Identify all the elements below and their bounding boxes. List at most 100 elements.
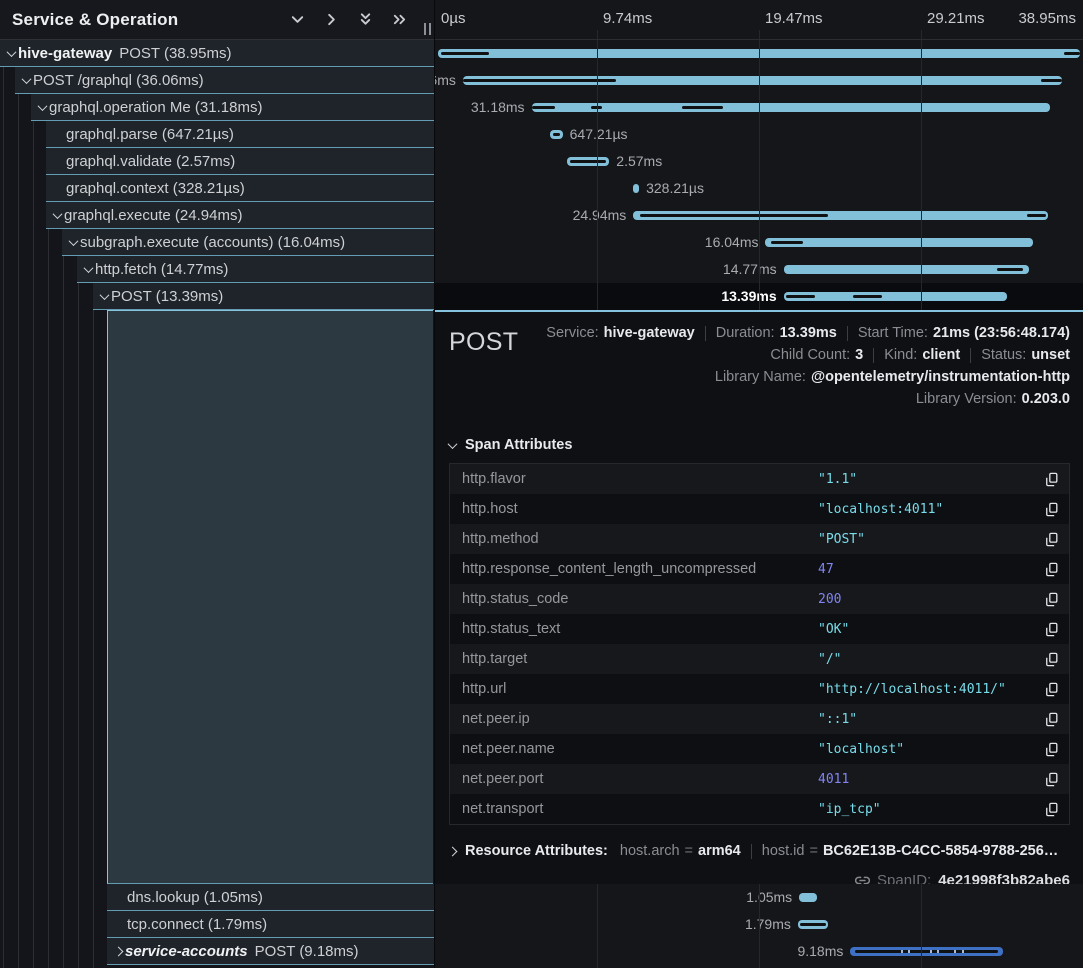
span-tree-row[interactable]: service-accounts POST (9.18ms): [107, 938, 434, 965]
chevron-down-icon[interactable]: [288, 11, 306, 29]
timeline-span-row[interactable]: 13.39ms: [435, 283, 1083, 310]
timeline-span-row[interactable]: 328.21µs: [435, 175, 1083, 202]
timeline-span-row[interactable]: 1.79ms: [435, 911, 1083, 938]
timeline-span-row[interactable]: 647.21µs: [435, 121, 1083, 148]
meta-label: Start Time:: [857, 325, 928, 341]
span-meta-item: Duration: 13.39ms: [716, 325, 837, 341]
copy-icon[interactable]: [1035, 802, 1069, 817]
panel-resize-handle[interactable]: [424, 23, 431, 35]
copy-icon[interactable]: [1035, 622, 1069, 637]
chevron-down-icon[interactable]: [36, 100, 49, 111]
span-tree-row[interactable]: graphql.context (328.21µs): [46, 175, 434, 202]
copy-icon[interactable]: [1035, 742, 1069, 757]
attribute-value: 4011: [818, 771, 850, 787]
meta-label: Duration:: [715, 325, 775, 341]
span-duration-bar[interactable]: [633, 184, 640, 193]
timeline-span-row[interactable]: 24.94ms: [435, 202, 1083, 229]
chevron-right-icon[interactable]: [322, 11, 340, 29]
span-tree-row[interactable]: graphql.execute (24.94ms): [46, 202, 434, 229]
resource-key: host.arch: [619, 843, 680, 859]
double-chevron-down-icon[interactable]: [356, 11, 374, 29]
resource-attributes-row[interactable]: Resource Attributes: host.arch = arm64 host…: [449, 840, 1070, 862]
panel-title: Service & Operation: [12, 9, 179, 29]
meta-divider: [846, 325, 848, 341]
span-tree-row[interactable]: hive-gateway POST (38.95ms): [0, 40, 434, 67]
timeline-span-row[interactable]: 31.18ms: [435, 94, 1083, 121]
span-tree-row[interactable]: graphql.validate (2.57ms): [46, 148, 434, 175]
span-duration-bar[interactable]: [797, 920, 828, 929]
chevron-down-icon[interactable]: [67, 235, 80, 246]
attribute-value: "POST": [818, 531, 865, 547]
span-duration-bar[interactable]: [437, 49, 1081, 58]
timeline-span-row[interactable]: [435, 40, 1083, 67]
chevron-down-icon[interactable]: [20, 73, 33, 84]
span-tree-row[interactable]: POST /graphql (36.06ms): [15, 67, 434, 94]
span-duration-bar[interactable]: [783, 292, 1007, 301]
span-tree-row[interactable]: graphql.operation Me (31.18ms): [31, 94, 434, 121]
attribute-row: http.method "POST": [450, 524, 1069, 554]
attribute-row: http.target "/": [450, 644, 1069, 674]
chevron-down-icon[interactable]: [82, 262, 95, 273]
span-name-label: dns.lookup (1.05ms): [127, 888, 263, 906]
span-duration-bar[interactable]: [765, 238, 1034, 247]
span-duration-bar[interactable]: [462, 76, 1062, 85]
span-tree-row[interactable]: http.fetch (14.77ms): [77, 256, 434, 283]
attribute-key: http.response_content_length_uncompresse…: [462, 561, 757, 577]
copy-icon[interactable]: [1035, 682, 1069, 697]
chevron-right-icon[interactable]: [112, 946, 125, 956]
span-name-label: POST (9.18ms): [254, 942, 359, 960]
link-icon[interactable]: [855, 873, 871, 885]
span-duration-bar[interactable]: [799, 893, 817, 902]
span-id-row: SpanID: 4e21998f3b82abe6: [449, 869, 1070, 884]
chevron-down-icon[interactable]: [51, 208, 64, 219]
span-tree-row[interactable]: subgraph.execute (accounts) (16.04ms): [62, 229, 434, 256]
span-duration-bar[interactable]: [783, 265, 1030, 274]
tree-toolbar: [288, 11, 434, 29]
span-duration-label: 1.79ms: [744, 916, 791, 932]
span-tree-row[interactable]: POST (13.39ms): [93, 283, 434, 310]
copy-icon[interactable]: [1035, 592, 1069, 607]
attribute-value: 47: [818, 561, 834, 577]
attribute-row: http.status_text "OK": [450, 614, 1069, 644]
timeline-span-row[interactable]: 14.77ms: [435, 256, 1083, 283]
timeline-span-row[interactable]: 1.05ms: [435, 884, 1083, 911]
span-tree-row[interactable]: tcp.connect (1.79ms): [107, 911, 434, 938]
timeline-span-row[interactable]: 36.06ms: [435, 67, 1083, 94]
span-duration-bar[interactable]: [566, 157, 610, 166]
chevron-down-icon[interactable]: [98, 289, 111, 300]
span-duration-label: 13.39ms: [721, 288, 777, 304]
timeline-span-row[interactable]: 16.04ms: [435, 229, 1083, 256]
span-duration-bar[interactable]: [550, 130, 563, 139]
span-tree-row[interactable]: graphql.parse (647.21µs): [46, 121, 434, 148]
double-chevron-right-icon[interactable]: [390, 11, 408, 29]
attribute-value: "::1": [818, 711, 858, 727]
span-name-label: http.fetch (14.77ms): [95, 260, 229, 278]
span-duration-bar[interactable]: [633, 211, 1048, 220]
span-meta-item: Library Name: @opentelemetry/instrumentat…: [715, 369, 1070, 385]
span-duration-bar[interactable]: [850, 947, 1003, 956]
span-tree-row[interactable]: dns.lookup (1.05ms): [107, 884, 434, 911]
span-detail-header: POST Service: hive-gateway Duration: 13.39m…: [449, 322, 1070, 410]
resource-value: BC62E13B-C4CC-5854-9788-256…: [822, 843, 1059, 859]
meta-label: Service:: [546, 325, 599, 341]
copy-icon[interactable]: [1035, 472, 1069, 487]
timeline-ruler: 0µs 9.74ms 19.47ms 29.21ms 38.95ms: [435, 0, 1083, 40]
copy-icon[interactable]: [1035, 532, 1069, 547]
timeline-span-row[interactable]: 9.18ms: [435, 938, 1083, 965]
span-duration-label: 9.18ms: [797, 943, 844, 959]
meta-label: Status:: [981, 347, 1027, 363]
meta-label: Library Version:: [915, 391, 1017, 407]
copy-icon[interactable]: [1035, 772, 1069, 787]
copy-icon[interactable]: [1035, 712, 1069, 727]
span-duration-bar[interactable]: [531, 103, 1050, 112]
copy-icon[interactable]: [1035, 562, 1069, 577]
span-duration-label: 24.94ms: [572, 207, 627, 223]
span-attributes-toggle[interactable]: Span Attributes: [447, 434, 1070, 456]
copy-icon[interactable]: [1035, 502, 1069, 517]
attribute-row: net.transport "ip_tcp": [450, 794, 1069, 824]
chevron-down-icon[interactable]: [5, 46, 18, 57]
attribute-key: http.status_code: [462, 591, 569, 607]
timeline-span-row[interactable]: 2.57ms: [435, 148, 1083, 175]
copy-icon[interactable]: [1035, 652, 1069, 667]
attribute-key: http.host: [462, 501, 518, 517]
